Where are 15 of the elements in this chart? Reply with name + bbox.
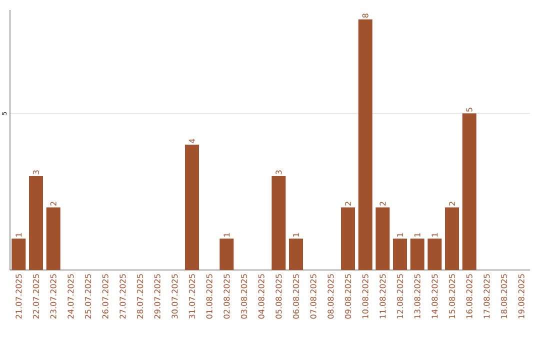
bar <box>341 207 356 270</box>
bar <box>220 238 234 270</box>
bar <box>289 238 304 270</box>
bar <box>272 176 286 270</box>
bar <box>46 207 60 270</box>
bar <box>185 144 199 270</box>
bar <box>410 238 424 270</box>
bar <box>428 238 442 270</box>
bar <box>376 207 390 270</box>
bar <box>393 238 408 270</box>
bar <box>12 238 26 270</box>
bar <box>29 176 43 270</box>
bar <box>445 207 460 270</box>
bar <box>462 113 476 270</box>
bar <box>358 19 372 270</box>
